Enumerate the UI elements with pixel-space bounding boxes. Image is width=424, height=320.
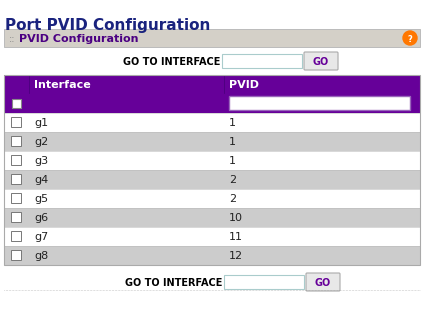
Bar <box>4 227 420 246</box>
Bar <box>4 208 420 227</box>
Bar <box>4 189 420 208</box>
Bar <box>4 75 420 93</box>
Bar <box>11 193 21 203</box>
Text: g2: g2 <box>34 137 48 147</box>
Text: ::: :: <box>9 34 16 44</box>
Bar <box>4 132 420 151</box>
Text: GO TO INTERFACE: GO TO INTERFACE <box>125 278 222 288</box>
Text: 1: 1 <box>229 118 236 128</box>
Bar <box>11 117 21 127</box>
Text: 2: 2 <box>229 194 236 204</box>
Text: g5: g5 <box>34 194 48 204</box>
Text: 12: 12 <box>229 251 243 261</box>
Bar <box>4 29 420 47</box>
FancyBboxPatch shape <box>304 52 338 70</box>
Bar <box>224 275 304 289</box>
Bar <box>4 93 420 113</box>
Text: GO: GO <box>313 57 329 67</box>
Bar <box>4 113 420 132</box>
Bar <box>12 99 21 108</box>
Bar <box>4 246 420 265</box>
Bar <box>11 174 21 184</box>
Bar <box>4 170 420 189</box>
Text: g6: g6 <box>34 213 48 223</box>
Bar <box>222 54 302 68</box>
Text: GO TO INTERFACE: GO TO INTERFACE <box>123 57 220 67</box>
Text: Port PVID Configuration: Port PVID Configuration <box>5 18 210 33</box>
Bar <box>11 136 21 146</box>
Bar <box>4 151 420 170</box>
Text: g4: g4 <box>34 175 48 185</box>
Bar <box>11 155 21 165</box>
Bar <box>4 75 420 265</box>
Text: Interface: Interface <box>34 80 91 90</box>
Text: g1: g1 <box>34 118 48 128</box>
Text: 10: 10 <box>229 213 243 223</box>
FancyBboxPatch shape <box>306 273 340 291</box>
Text: 11: 11 <box>229 232 243 242</box>
Circle shape <box>403 31 417 45</box>
Text: ?: ? <box>407 35 413 44</box>
Text: PVID: PVID <box>229 80 259 90</box>
Text: GO: GO <box>315 278 331 288</box>
Text: 1: 1 <box>229 156 236 166</box>
Bar <box>11 250 21 260</box>
Text: 2: 2 <box>229 175 236 185</box>
Text: g7: g7 <box>34 232 48 242</box>
Text: g3: g3 <box>34 156 48 166</box>
Text: PVID Configuration: PVID Configuration <box>19 34 139 44</box>
Bar <box>305 53 337 69</box>
Bar <box>229 96 410 110</box>
Bar <box>11 231 21 241</box>
Text: g8: g8 <box>34 251 48 261</box>
Text: 1: 1 <box>229 137 236 147</box>
Bar <box>11 212 21 222</box>
